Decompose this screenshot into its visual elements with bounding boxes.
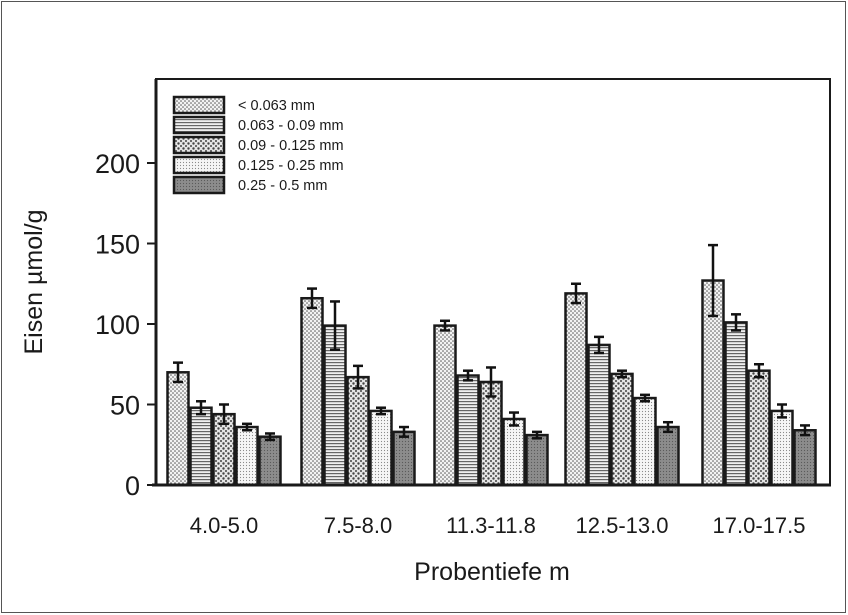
y-tick-label: 200 (95, 149, 140, 179)
legend-label: 0.125 - 0.25 mm (238, 158, 344, 174)
error-bar (242, 422, 252, 432)
x-tick-label: 12.5-13.0 (576, 513, 669, 538)
y-tick-label: 50 (110, 391, 140, 421)
bar (793, 429, 817, 487)
x-tick-label: 17.0-17.5 (713, 513, 806, 538)
error-bar (219, 403, 229, 426)
legend-item: 0.25 - 0.5 mm (172, 175, 327, 195)
error-bar (463, 369, 473, 382)
bar (525, 433, 549, 487)
error-bar (640, 393, 650, 403)
legend-item: 0.063 - 0.09 mm (172, 115, 344, 135)
x-tick-label: 7.5-8.0 (324, 513, 393, 538)
error-bar (196, 400, 206, 416)
legend-swatch (172, 155, 226, 175)
legend-item: 0.09 - 0.125 mm (172, 135, 344, 155)
error-bar (486, 366, 496, 398)
legend: < 0.063 mm 0.063 - 0.09 mm 0.09 - 0.125 mm… (172, 95, 344, 195)
legend-swatch (172, 175, 226, 195)
error-bar (265, 432, 275, 442)
legend-swatch (172, 95, 226, 115)
bar (392, 430, 416, 487)
bar (747, 369, 771, 487)
legend-swatch (172, 115, 226, 135)
error-bar (440, 319, 450, 332)
bar (633, 396, 657, 487)
legend-swatch (172, 135, 226, 155)
error-bar (399, 425, 409, 438)
error-bar (330, 300, 340, 352)
legend-label: 0.09 - 0.125 mm (238, 138, 344, 154)
bar (502, 417, 526, 487)
error-bar (663, 420, 673, 434)
y-axis-label: Eisen µmol/g (20, 209, 48, 354)
bar (300, 296, 324, 487)
error-bar (754, 363, 764, 379)
bar (166, 371, 190, 487)
bar (346, 375, 370, 487)
y-tick-label: 100 (95, 310, 140, 340)
error-bar (571, 282, 581, 305)
bar (369, 409, 393, 487)
error-bar (376, 406, 386, 416)
bar (456, 374, 480, 487)
legend-item: 0.125 - 0.25 mm (172, 155, 344, 175)
bar (564, 292, 588, 487)
x-tick-label: 4.0-5.0 (190, 513, 259, 538)
error-bar (594, 335, 604, 355)
error-bar (617, 369, 627, 379)
legend-item: < 0.063 mm (172, 95, 315, 115)
bar (610, 372, 634, 487)
error-bar (509, 411, 519, 427)
error-bar (532, 430, 542, 440)
legend-label: 0.25 - 0.5 mm (238, 178, 327, 194)
legend-label: < 0.063 mm (238, 98, 315, 114)
x-tick-label: 11.3-11.8 (446, 513, 536, 538)
x-axis-label: Probentiefe m (414, 558, 570, 586)
bar (235, 425, 259, 487)
bar (433, 324, 457, 487)
bars-layer (166, 279, 817, 487)
y-ticks: 0 50 100 150 200 (95, 149, 156, 501)
x-ticks: 4.0-5.0 7.5-8.0 11.3-11.8 12.5-13.0 17.0-17.… (190, 513, 806, 538)
bar (189, 406, 213, 487)
error-bar (708, 243, 718, 318)
y-tick-label: 150 (95, 230, 140, 260)
bar (258, 435, 282, 487)
error-bar (800, 424, 810, 437)
error-bar (173, 361, 183, 384)
bar (656, 425, 680, 487)
error-bars-layer (173, 243, 810, 442)
error-bar (777, 403, 787, 419)
bar (587, 343, 611, 487)
error-bar (307, 287, 317, 310)
bar (724, 321, 748, 487)
error-bar (353, 364, 363, 390)
error-bar (731, 313, 741, 332)
legend-label: 0.063 - 0.09 mm (238, 118, 344, 134)
y-tick-label: 0 (125, 471, 140, 501)
bar (770, 409, 794, 487)
